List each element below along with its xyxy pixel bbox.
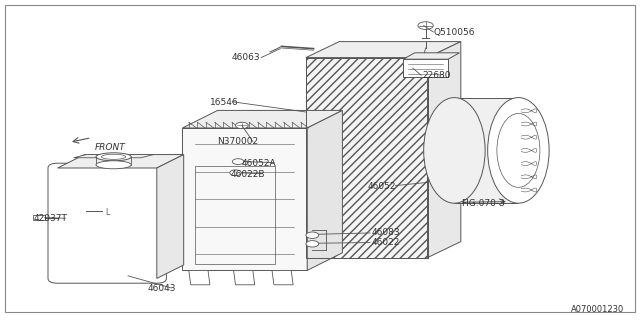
Bar: [306, 58, 428, 258]
Text: N370002: N370002: [218, 137, 259, 146]
Ellipse shape: [96, 153, 131, 161]
Text: 46022: 46022: [371, 238, 399, 247]
Polygon shape: [189, 270, 210, 285]
Polygon shape: [74, 155, 154, 158]
Polygon shape: [58, 155, 184, 168]
Circle shape: [236, 122, 248, 129]
Bar: [33, 215, 45, 220]
Text: A070001230: A070001230: [571, 305, 624, 314]
Polygon shape: [428, 42, 461, 258]
Text: Q510056: Q510056: [434, 28, 476, 36]
Polygon shape: [234, 270, 255, 285]
Polygon shape: [272, 270, 293, 285]
Text: 42037T: 42037T: [34, 214, 68, 223]
Polygon shape: [403, 53, 460, 59]
Polygon shape: [157, 155, 184, 278]
Polygon shape: [306, 42, 461, 58]
Text: 22680: 22680: [422, 71, 451, 80]
Polygon shape: [307, 110, 342, 270]
Polygon shape: [182, 128, 307, 270]
Circle shape: [230, 170, 241, 176]
Text: FIG.070-3: FIG.070-3: [461, 199, 505, 208]
Text: 46063: 46063: [232, 53, 260, 62]
Ellipse shape: [488, 98, 549, 203]
Polygon shape: [306, 58, 428, 258]
Text: FRONT: FRONT: [95, 143, 125, 152]
Polygon shape: [403, 59, 448, 77]
Ellipse shape: [497, 113, 540, 187]
Ellipse shape: [96, 161, 131, 169]
Text: 46022B: 46022B: [230, 170, 265, 179]
Circle shape: [232, 159, 244, 164]
Circle shape: [418, 22, 433, 29]
Text: 46052: 46052: [368, 182, 397, 191]
Text: 16546: 16546: [210, 98, 239, 107]
Text: 46043: 46043: [147, 284, 176, 293]
Text: 46083: 46083: [371, 228, 400, 237]
Ellipse shape: [424, 98, 485, 203]
Circle shape: [306, 241, 319, 247]
Polygon shape: [182, 110, 342, 128]
Text: L: L: [106, 208, 110, 217]
Circle shape: [306, 232, 319, 238]
Ellipse shape: [101, 154, 125, 159]
FancyBboxPatch shape: [48, 163, 166, 283]
Polygon shape: [454, 98, 518, 203]
Text: 46052A: 46052A: [242, 159, 276, 168]
